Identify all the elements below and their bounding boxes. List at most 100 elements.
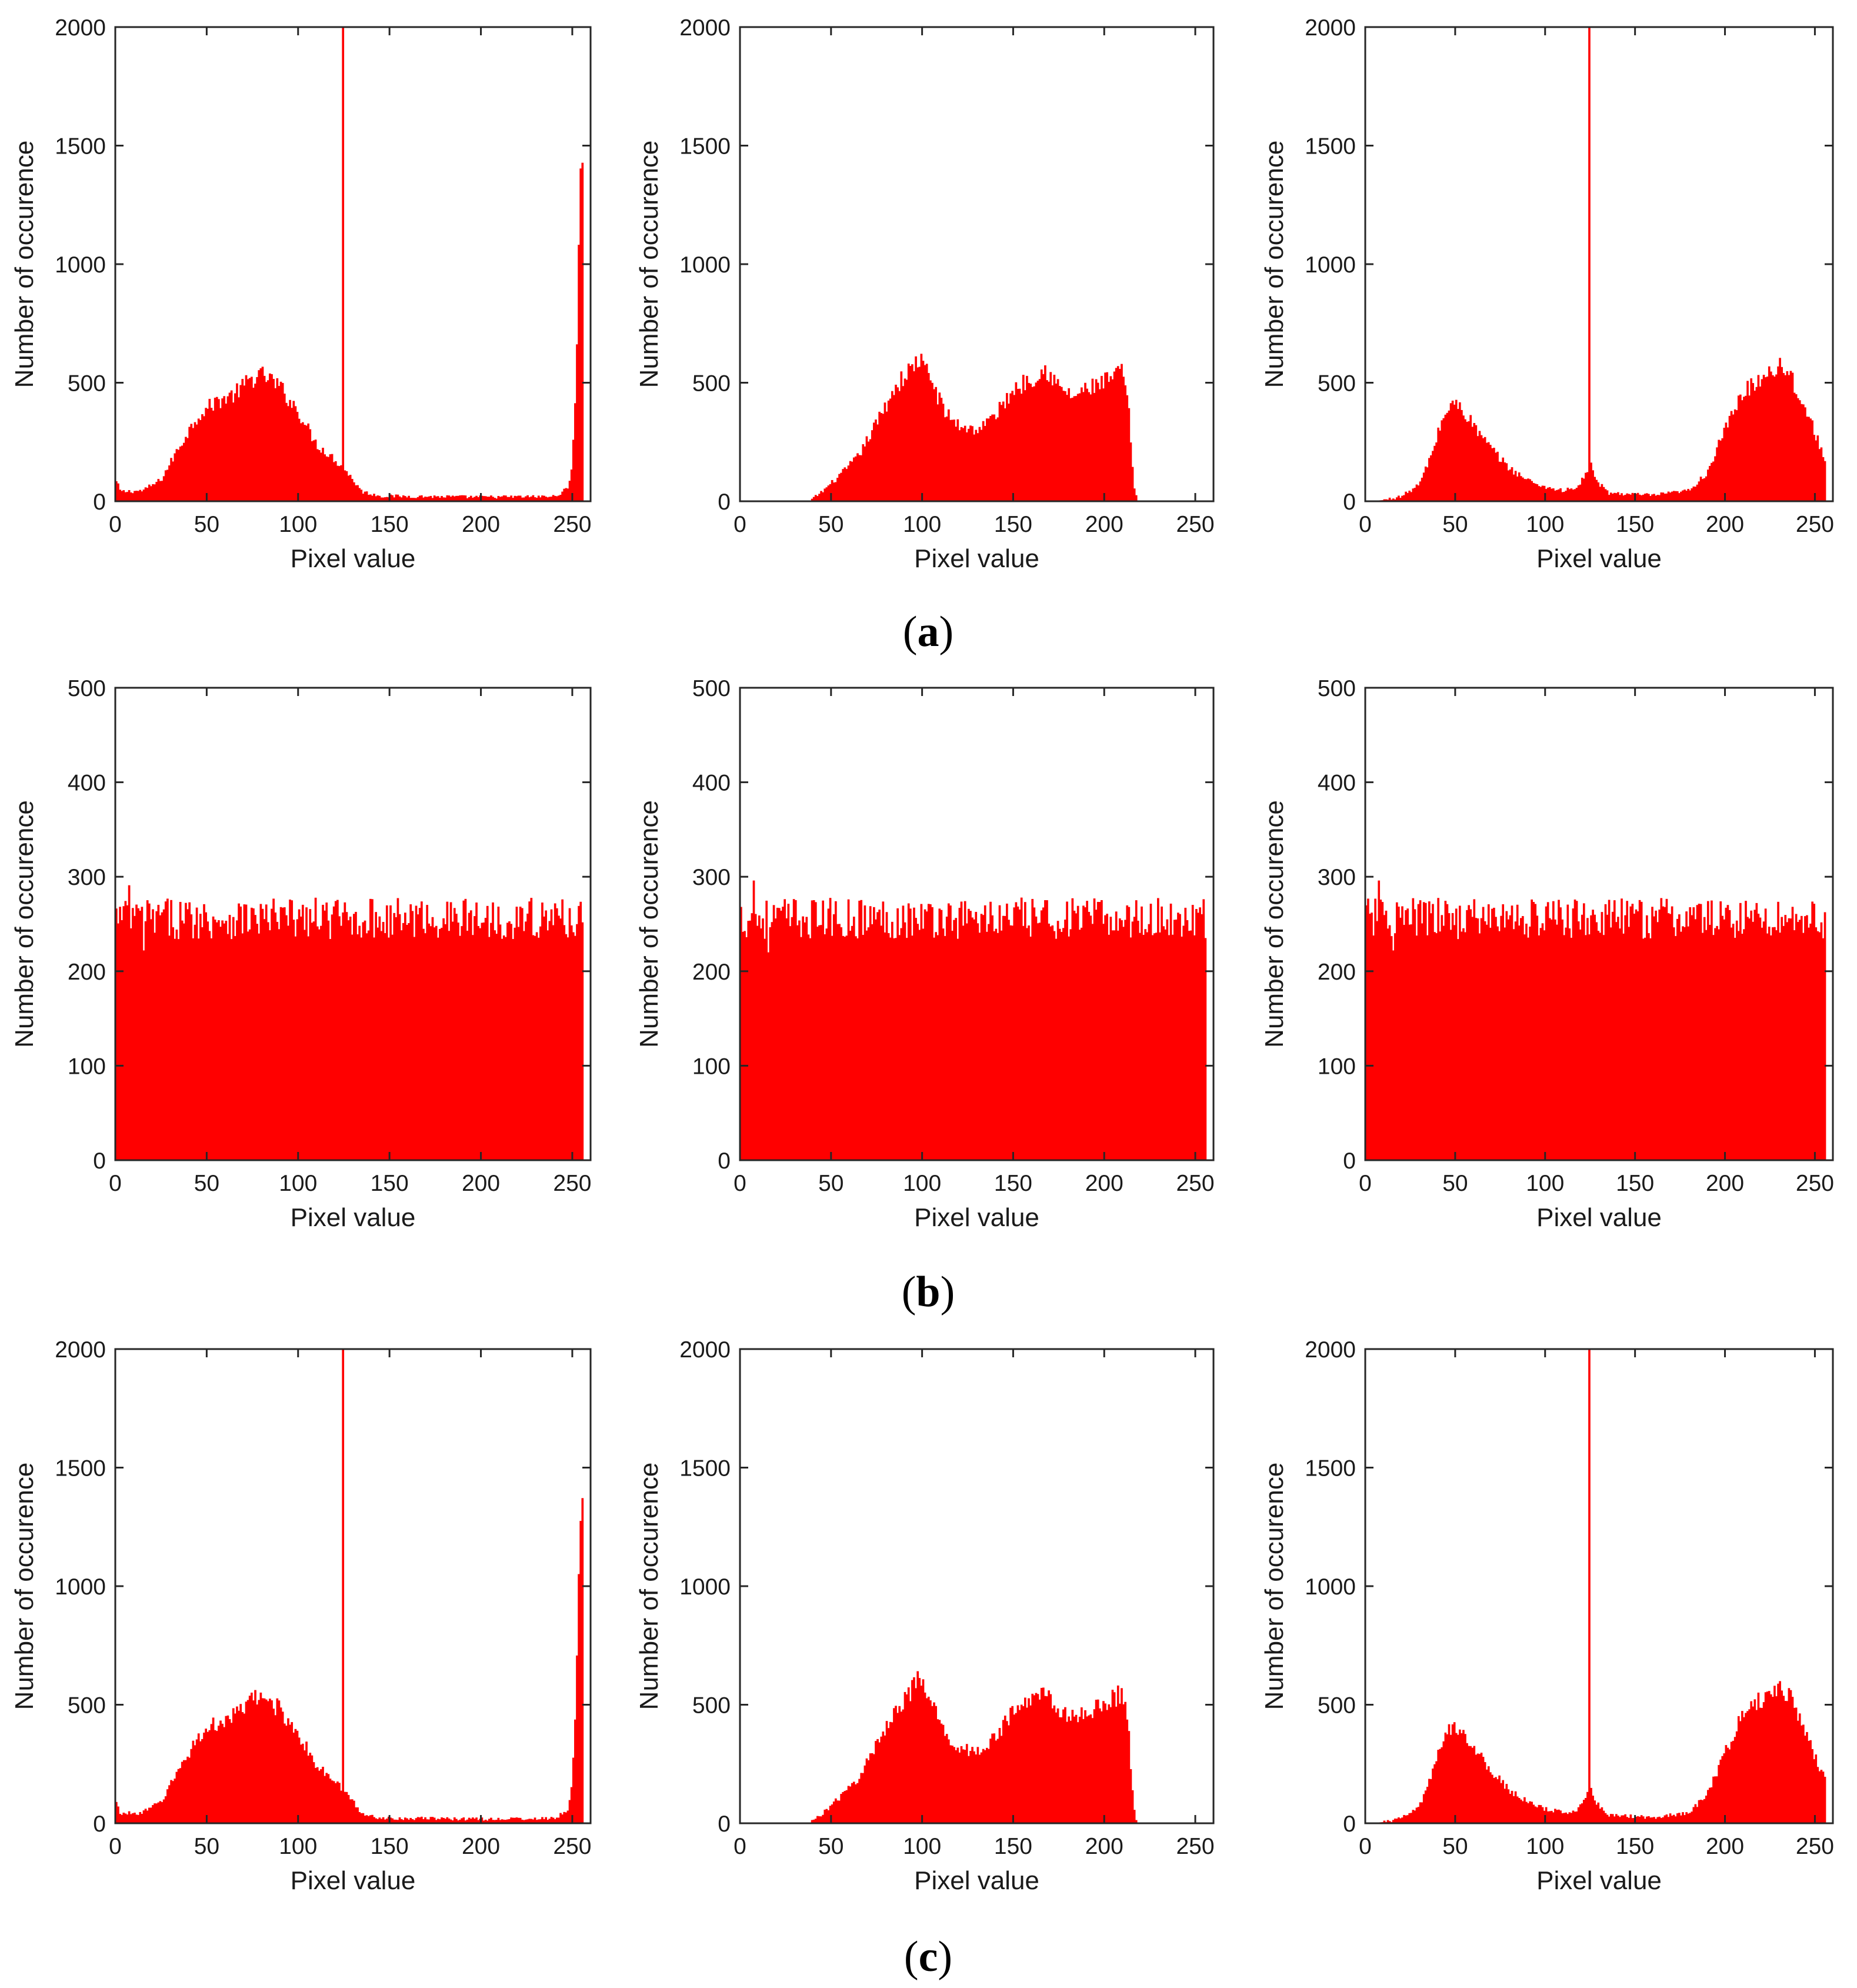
histogram-bar bbox=[298, 1737, 301, 1823]
histogram-bar bbox=[572, 932, 575, 1160]
histogram-bar bbox=[1772, 1697, 1774, 1823]
histogram-bar bbox=[1696, 1807, 1699, 1823]
histogram-bar bbox=[1466, 910, 1468, 1160]
histogram-bar bbox=[1531, 899, 1533, 1160]
histogram-bar bbox=[995, 928, 998, 1160]
histogram-bar bbox=[501, 1819, 504, 1823]
histogram-bar bbox=[1671, 1816, 1673, 1823]
histogram-bar bbox=[347, 475, 350, 501]
histogram-bar bbox=[578, 905, 580, 1160]
histogram-bar bbox=[1604, 904, 1607, 1160]
histogram-bar bbox=[1015, 1713, 1018, 1823]
histogram-bar bbox=[864, 1765, 866, 1823]
histogram-bar bbox=[154, 484, 156, 501]
histogram-bar bbox=[555, 1817, 558, 1823]
histogram-bar bbox=[1806, 915, 1808, 1160]
histogram-bar bbox=[1049, 926, 1052, 1160]
histogram-bar bbox=[933, 937, 935, 1160]
histogram-bar bbox=[552, 495, 555, 501]
histogram-bar bbox=[1674, 491, 1677, 501]
histogram-bar bbox=[1633, 913, 1636, 1160]
histogram-bar bbox=[1800, 404, 1803, 501]
histogram-bar bbox=[1730, 927, 1733, 1160]
histogram-bar bbox=[388, 937, 390, 1160]
histogram-bar bbox=[532, 495, 535, 501]
histogram-bar bbox=[309, 1753, 312, 1823]
histogram-bar bbox=[1015, 382, 1018, 501]
x-tick-label: 100 bbox=[903, 1171, 941, 1196]
histogram-bar bbox=[1191, 905, 1194, 1160]
histogram-bar bbox=[179, 902, 182, 1160]
histogram-bar bbox=[512, 1817, 515, 1823]
histogram-bar bbox=[307, 1756, 310, 1823]
histogram-bar bbox=[182, 442, 185, 501]
histogram-bar bbox=[250, 377, 253, 501]
histogram-bar bbox=[272, 1709, 275, 1823]
histogram-bar bbox=[902, 386, 905, 501]
histogram-bar bbox=[1772, 375, 1774, 501]
histogram-bar bbox=[1095, 910, 1098, 1160]
x-tick-label: 0 bbox=[734, 1171, 746, 1196]
histogram-bar bbox=[1772, 927, 1774, 1160]
histogram-bar bbox=[1006, 903, 1008, 1160]
histogram-bar bbox=[175, 929, 178, 1160]
histogram-bar bbox=[519, 1817, 522, 1823]
histogram-bar bbox=[1031, 387, 1034, 501]
histogram-bar bbox=[832, 1801, 835, 1823]
histogram-bar bbox=[446, 1817, 449, 1823]
histogram-bar bbox=[320, 452, 322, 501]
histogram-bar bbox=[800, 937, 802, 1160]
histogram-bar bbox=[541, 903, 544, 1160]
histogram-bar bbox=[501, 938, 504, 1160]
y-tick-label: 1500 bbox=[55, 134, 106, 159]
histogram-bar bbox=[1813, 904, 1816, 1160]
histogram-bar bbox=[157, 1802, 160, 1823]
histogram-bar bbox=[561, 899, 564, 1160]
histogram-bar bbox=[1003, 915, 1006, 1160]
histogram-bar bbox=[1106, 914, 1109, 1160]
histogram-bar bbox=[1577, 921, 1580, 1160]
histogram-bar bbox=[482, 496, 485, 501]
histogram-bar bbox=[1482, 907, 1485, 1160]
histogram-bar bbox=[1058, 1717, 1061, 1823]
histogram-bar bbox=[1388, 497, 1391, 501]
histogram-bar bbox=[1678, 914, 1681, 1160]
histogram-bar bbox=[1672, 491, 1675, 501]
x-axis-label: Pixel value bbox=[914, 1866, 1039, 1895]
histogram-bar bbox=[291, 900, 294, 1160]
histogram-bar bbox=[459, 495, 461, 501]
x-tick-label: 100 bbox=[1526, 1834, 1564, 1859]
histogram-bar bbox=[515, 907, 518, 1160]
histogram-bar bbox=[858, 900, 861, 1160]
histogram-bar bbox=[1199, 907, 1201, 1160]
histogram-bar bbox=[1529, 1801, 1531, 1823]
histogram-bar bbox=[543, 1819, 545, 1823]
histogram-bar bbox=[852, 457, 855, 501]
histogram-bar bbox=[1732, 924, 1735, 1160]
histogram-bar bbox=[579, 168, 582, 502]
histogram-bar bbox=[1621, 898, 1623, 1160]
histogram-bar bbox=[1511, 1790, 1513, 1823]
histogram-bar bbox=[1718, 1764, 1720, 1823]
histogram-bar bbox=[1379, 900, 1382, 1160]
histogram-bar bbox=[945, 916, 948, 1160]
histogram-bar bbox=[192, 938, 195, 1160]
histogram-bar bbox=[1726, 1747, 1729, 1823]
histogram-bar bbox=[1599, 933, 1602, 1160]
histogram-bars bbox=[1365, 27, 1826, 501]
histogram-bar bbox=[128, 885, 131, 1160]
histogram-bar bbox=[1435, 442, 1438, 501]
histogram-bar bbox=[453, 908, 456, 1160]
histogram-bars bbox=[740, 880, 1207, 1160]
histogram-bar bbox=[504, 937, 507, 1160]
histogram-bar bbox=[517, 495, 520, 501]
histogram-bar bbox=[1000, 1736, 1003, 1823]
histogram-bar bbox=[1766, 933, 1769, 1160]
histogram-bar bbox=[325, 903, 328, 1160]
histogram-bar bbox=[146, 900, 149, 1160]
histogram-bar bbox=[772, 905, 775, 1160]
histogram-bar bbox=[185, 437, 187, 501]
histogram-bar bbox=[472, 1817, 474, 1823]
histogram-bar bbox=[345, 1791, 348, 1823]
histogram-bar bbox=[1582, 478, 1585, 501]
